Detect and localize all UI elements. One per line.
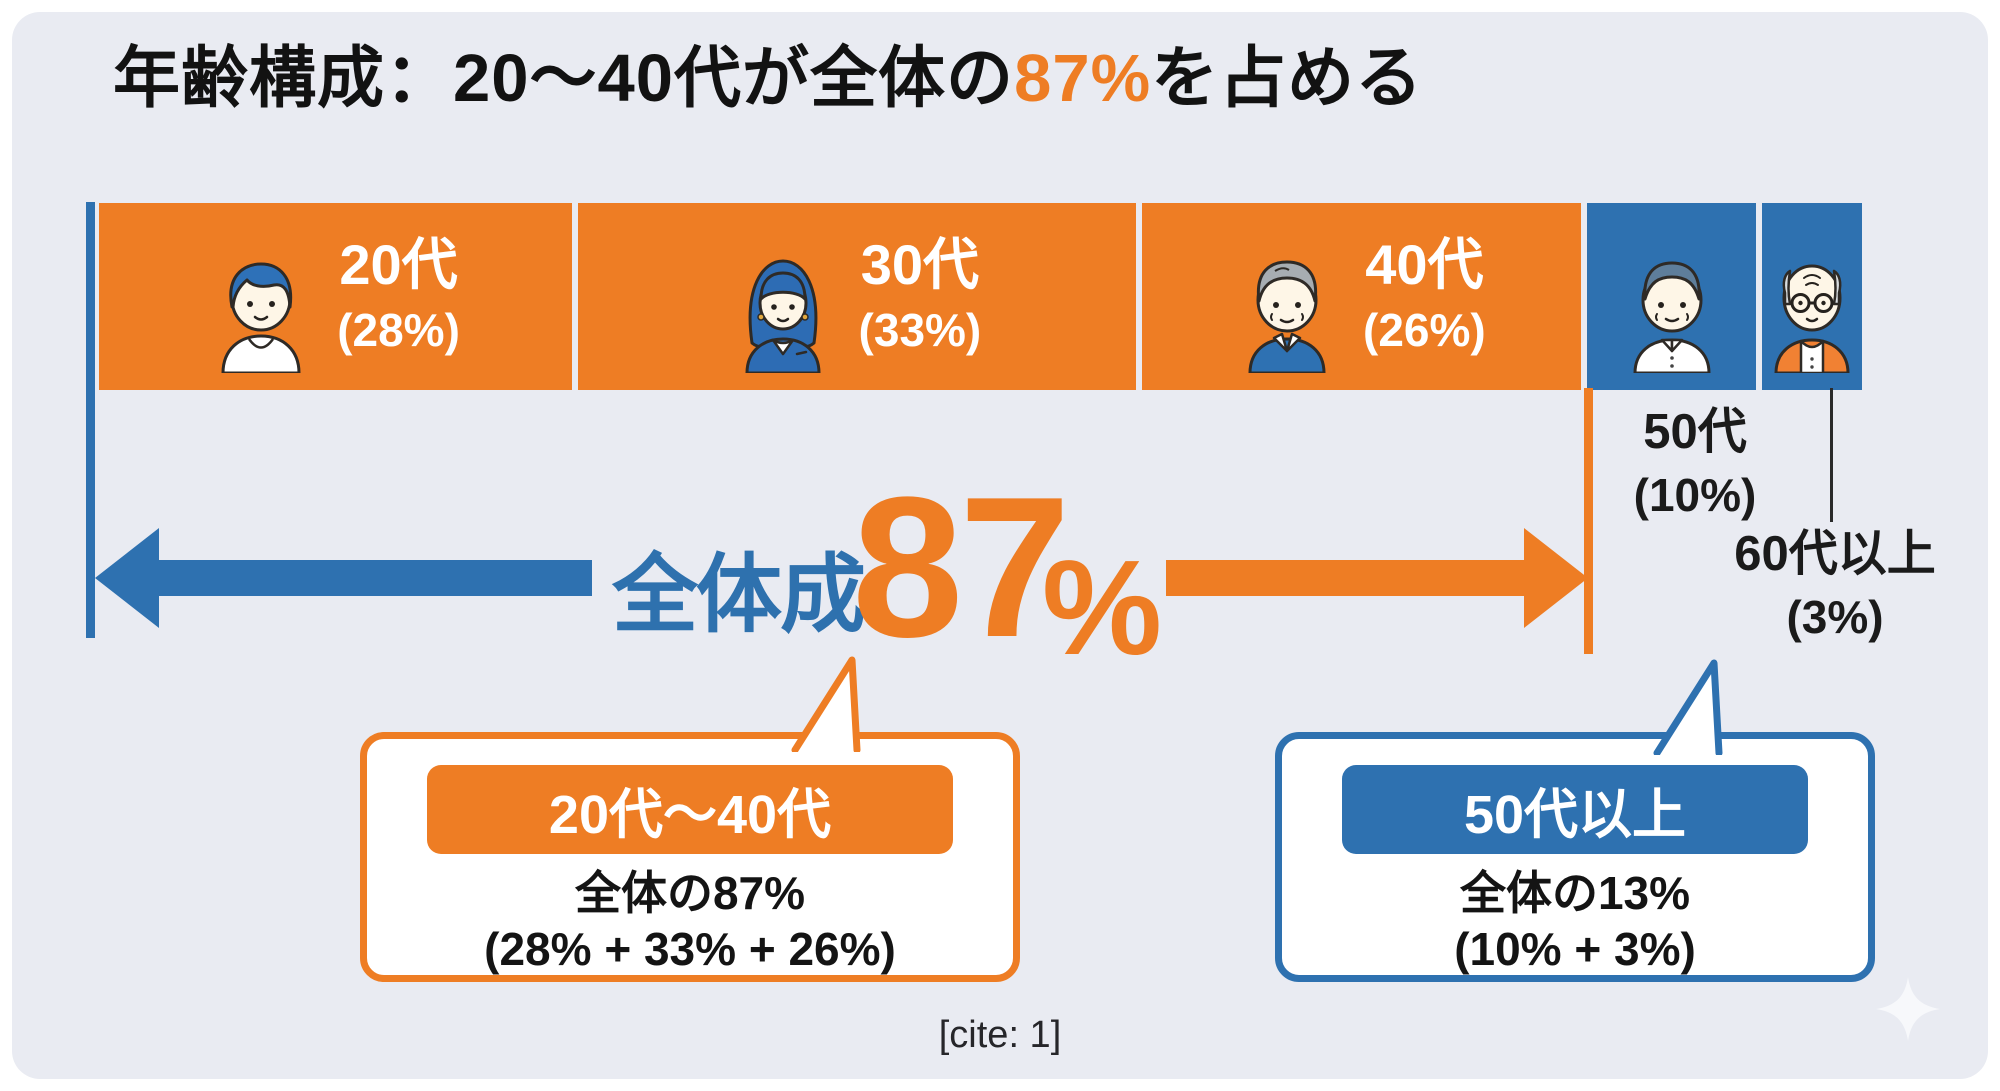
callout-right-breakdown: (10% + 3%) [1454,923,1696,976]
label-60s-name: 60代以上 [1734,527,1936,581]
title-highlight-87pct: 87% [1014,41,1152,116]
young-man-avatar-icon [221,262,301,373]
segment-text-20s: 20代 (28%) [337,233,460,357]
callout-20s-to-40s: 20代〜40代 全体の87% (28% + 33% + 26%) [360,732,1020,982]
sparkle-icon [1876,977,1940,1041]
page-title: 年齢構成：20〜40代が全体の87%を占める [113,40,1423,117]
left-arrow-shaft [155,560,592,596]
banner-blue-text: 全体成 [612,547,866,643]
callout-left-pill: 20代〜40代 [427,765,953,854]
citation-text: [cite: 1] [938,1014,1062,1056]
label-50s-percent: (10%) [1633,468,1757,521]
left-arrow-head-icon [95,528,159,628]
segment-label: 20代 [339,233,458,297]
segment-text-30s: 30代 (33%) [858,233,982,357]
left-callout-tail-icon [791,656,861,752]
orange-boundary-line [1584,388,1593,654]
segment-percent: (33%) [858,303,982,356]
label-60s-plus: 60代以上 (3%) [1722,527,1948,643]
right-callout-tail-icon [1653,659,1723,755]
bar-segment-60s-plus [1761,203,1862,390]
bar-segment-40s: 40代 (26%) [1141,203,1582,390]
segment-label: 40代 [1365,233,1484,297]
older-man-avatar-icon [1633,261,1710,373]
label-50s-name: 50代 [1643,405,1747,459]
callout-left-total: 全体の87% [574,866,806,919]
title-suffix: を占める [1151,41,1424,116]
elderly-man-avatar-icon [1774,264,1850,373]
middle-aged-man-avatar-icon [1248,260,1326,373]
label-60s-percent: (3%) [1786,590,1884,643]
bar-segment-50s [1587,203,1756,390]
segment-percent: (28%) [337,303,460,356]
label-50s: 50代 (10%) [1600,405,1790,521]
banner-87-number: 87 [852,456,1070,679]
right-arrow-head-icon [1524,528,1588,628]
bar-segment-20s: 20代 (28%) [99,203,573,390]
segment-label: 30代 [860,233,980,297]
left-boundary-line [86,202,95,638]
stacked-bar: 20代 (28%) 30代 (33%) [99,203,1862,390]
callout-left-breakdown: (28% + 33% + 26%) [484,923,896,976]
segment-text-40s: 40代 (26%) [1363,233,1486,357]
segment-percent: (26%) [1363,303,1486,356]
right-arrow-shaft [1166,560,1526,596]
woman-avatar-icon [745,259,821,373]
sixties-pointer-line [1830,388,1833,522]
callout-50s-and-over: 50代以上 全体の13% (10% + 3%) [1275,732,1875,982]
callout-right-total: 全体の13% [1459,866,1691,919]
bar-segment-30s: 30代 (33%) [578,203,1136,390]
title-prefix: 年齢構成：20〜40代が全体の [113,41,1015,116]
callout-right-pill: 50代以上 [1342,765,1808,854]
banner-percent-sign: % [1042,532,1163,683]
